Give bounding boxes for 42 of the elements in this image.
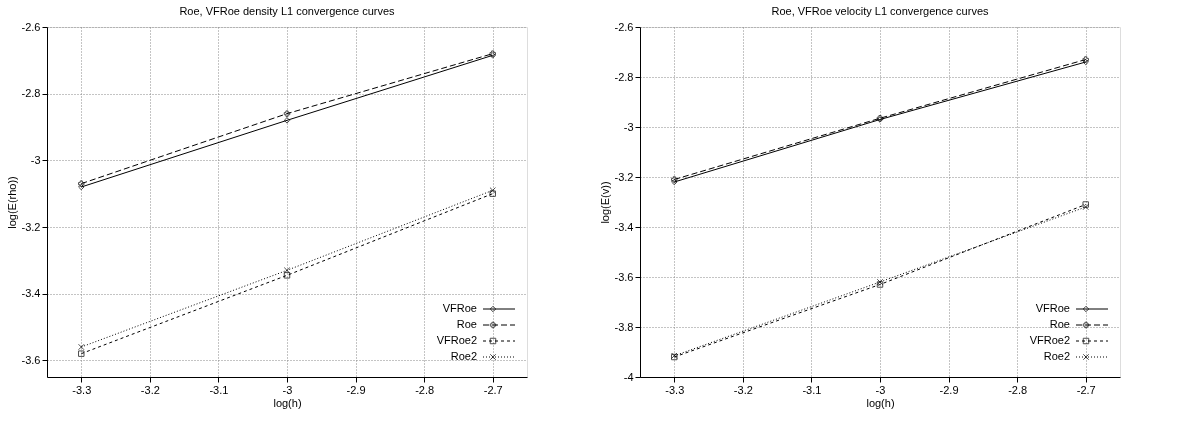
y-tick-label: -2.6 [614,20,634,33]
x-tick-label: -3 [875,383,886,396]
x-tick-label: -3 [282,383,293,396]
x-tick-label: -3.1 [209,383,229,396]
legend-label: Roe [456,318,477,330]
y-tick-label: -2.8 [614,70,634,83]
x-tick-label: -2.9 [939,383,959,396]
x-axis-title: log(h) [273,396,302,409]
legend-label: Roe2 [450,350,477,362]
y-axis-title: log(E(v)) [598,181,611,224]
y-tick-label: -3 [623,120,634,133]
x-tick-label: -2.7 [483,383,503,396]
legend-label: VFRoe2 [436,334,477,346]
chart-title: Roe, VFRoe velocity L1 convergence curves [771,5,990,17]
legend-label: Roe [1049,318,1070,330]
x-tick-label: -2.7 [1076,383,1096,396]
y-tick-label: -3.2 [614,170,634,183]
legend-label: VFRoe [442,302,477,314]
x-tick-label: -3.3 [665,383,685,396]
x-tick-label: -3.3 [72,383,92,396]
x-axis-title: log(h) [866,396,895,409]
y-tick-label: -2.6 [21,20,41,33]
x-tick-label: -2.8 [1008,383,1028,396]
legend-label: Roe2 [1043,350,1070,362]
x-tick-label: -2.8 [415,383,435,396]
y-tick-label: -2.8 [21,87,41,100]
legend-label: VFRoe2 [1029,334,1070,346]
y-tick-label: -3.6 [614,270,634,283]
y-axis-title: log(E(rho)) [5,176,18,229]
y-tick-label: -3.8 [614,320,634,333]
y-tick-label: -3 [30,153,41,166]
y-tick-label: -3.4 [614,220,634,233]
legend-label: VFRoe [1035,302,1070,314]
x-tick-label: -3.1 [802,383,822,396]
x-tick-label: -3.2 [733,383,753,396]
y-tick-label: -3.2 [21,220,41,233]
x-tick-label: -3.2 [140,383,160,396]
y-tick-label: -4 [623,370,634,383]
y-tick-label: -3.6 [21,353,41,366]
chart-title: Roe, VFRoe density L1 convergence curves [179,5,396,17]
y-tick-label: -3.4 [21,287,41,300]
x-tick-label: -2.9 [346,383,366,396]
